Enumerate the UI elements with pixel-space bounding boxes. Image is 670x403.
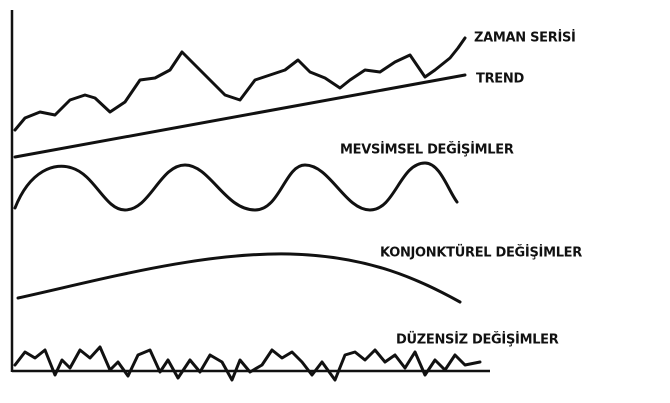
time-series-label: ZAMAN SERİSİ — [474, 30, 576, 46]
time-series-curve — [13, 36, 467, 132]
seasonal-label: MEVSİMSEL DEĞİŞİMLER — [340, 142, 514, 158]
cyclical-label: KONJONKTÜREL DEĞİŞİMLER — [380, 245, 582, 261]
seasonal-curve — [13, 161, 459, 212]
trend-line — [13, 73, 467, 159]
trend-label: TREND — [476, 72, 524, 87]
irregular-label: DÜZENSİZ DEĞİŞİMLER — [396, 332, 559, 348]
cyclical-curve — [16, 252, 462, 304]
irregular-curve — [13, 345, 482, 382]
